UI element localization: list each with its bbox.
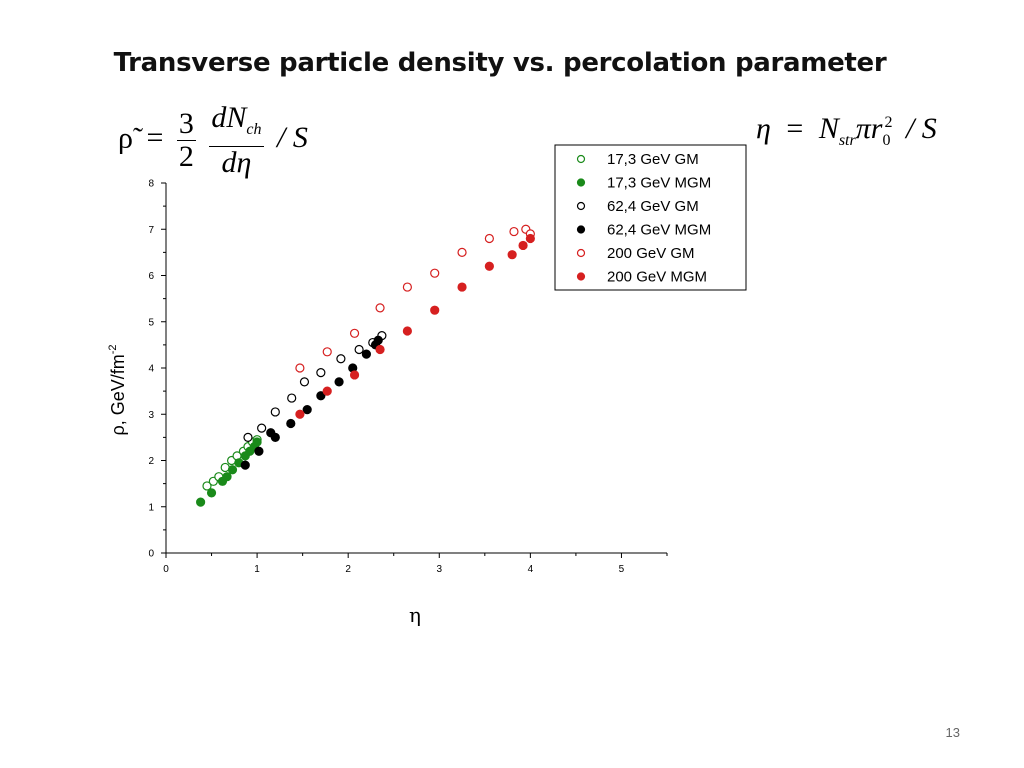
data-point-series-4 [361,349,371,359]
x-tick-label: 2 [345,564,351,575]
data-point-series-5 [402,282,412,292]
data-point-series-5 [295,363,305,373]
data-point-series-4 [302,405,312,415]
chart-axes: 0 1 2 3 4 5 0 1 2 3 4 5 6 7 8 η ρ, GeV/fm-2 [107,179,668,627]
data-point-series-4 [373,335,383,345]
chart-legend: 17,3 GeV GM 17,3 GeV MGM 62,4 GeV GM 62,4 G… [554,144,747,291]
legend-marker [576,154,586,164]
data-point-series-6 [484,261,494,271]
x-axis-label: η [409,603,421,627]
data-point-series-4 [270,432,280,442]
data-point-series-6 [322,386,332,396]
formula-eta-lhs: η [756,112,771,145]
data-point-series-4 [334,377,344,387]
formula-frac1-num: 3 [176,107,196,141]
formula-eta-tail: / S [905,112,937,145]
formula-rho-tilde: ρ̃ = 3 2 dNch dη / S [118,102,308,179]
y-tick-label: 4 [148,364,154,375]
slide-title: Transverse particle density vs. percolat… [113,48,887,78]
legend-marker [576,225,586,234]
page-number: 13 [945,725,960,740]
legend-label: 200 GeV MGM [607,269,707,286]
formula-eta-n: N [818,112,839,145]
legend-marker [576,178,586,187]
chart-points [196,224,535,507]
data-point-series-6 [295,409,305,419]
x-tick-label: 0 [163,564,169,575]
data-point-series-3 [316,368,326,378]
legend-box [554,144,747,291]
y-tick-label: 5 [148,317,154,328]
formula-eta-r-sup: 2 [884,114,893,131]
y-tick-label: 3 [148,410,154,421]
formula-eta-n-sub: str [838,132,856,149]
data-point-series-5 [484,233,494,244]
data-point-series-2 [196,497,206,507]
y-tick-label: 7 [148,225,154,236]
data-point-series-6 [349,370,360,380]
data-point-series-6 [507,250,517,260]
data-point-series-6 [457,282,467,292]
data-point-series-4 [254,446,264,456]
data-point-series-2 [227,465,238,475]
data-point-series-4 [286,418,296,429]
data-point-series-5 [375,303,385,313]
data-point-series-3 [287,393,297,403]
formula-eta-r-sub: 0 [882,132,891,149]
data-point-series-6 [525,233,535,244]
data-point-series-3 [354,344,364,355]
x-tick-label: 5 [619,564,625,575]
data-point-series-2 [206,488,217,498]
formula-rho-eq: = [146,121,164,155]
formula-frac1-den: 2 [178,140,194,173]
data-point-series-5 [430,268,440,278]
y-tick-label: 1 [148,502,154,513]
data-point-series-4 [240,460,250,470]
data-point-series-6 [430,305,440,315]
data-point-series-3 [257,423,267,433]
legend-label: 17,3 GeV MGM [607,175,711,192]
data-point-series-2 [222,472,232,482]
y-tick-label: 2 [148,456,154,467]
y-tick-label: 8 [148,179,154,190]
legend-marker [576,201,586,211]
x-tick-label: 4 [528,564,534,575]
legend-label: 62,4 GeV GM [607,198,699,215]
legend-label: 62,4 GeV MGM [607,222,711,239]
formula-rho-lhs: ρ̃ [118,121,133,155]
formula-frac2-num: dNch [209,102,264,147]
data-point-series-1 [202,481,212,491]
y-tick-label: 0 [148,549,154,560]
data-point-series-5 [457,247,467,257]
data-point-series-3 [270,407,280,417]
data-point-series-5 [509,226,519,237]
formula-frac2-den: dη [221,146,252,179]
data-point-series-5 [349,328,360,338]
data-point-series-6 [375,344,385,355]
data-point-series-3 [299,377,310,387]
legend-label: 200 GeV GM [607,245,695,262]
formula-rho-tail: / S [277,121,308,155]
formula-eta-pir: πr [855,112,883,145]
legend-label: 17,3 GeV GM [607,151,699,168]
x-tick-label: 3 [436,564,442,575]
formula-frac-3-2: 3 2 [176,107,196,173]
formula-eta: η = Nstrπr02 / S [756,112,937,150]
formula-frac-dn-deta: dNch dη [209,102,264,179]
data-point-series-3 [336,354,346,364]
data-point-series-3 [243,432,253,442]
data-point-series-2 [252,437,262,447]
y-axis-label: ρ, GeV/fm-2 [107,344,128,435]
x-tick-label: 1 [254,564,260,575]
data-point-series-5 [322,347,332,357]
data-point-series-6 [402,326,412,336]
y-tick-label: 6 [148,271,154,282]
data-point-series-6 [518,240,528,251]
legend-marker [576,248,586,258]
legend-marker [576,272,586,281]
formula-eta-eq: = [786,112,804,145]
data-point-series-4 [316,391,326,401]
